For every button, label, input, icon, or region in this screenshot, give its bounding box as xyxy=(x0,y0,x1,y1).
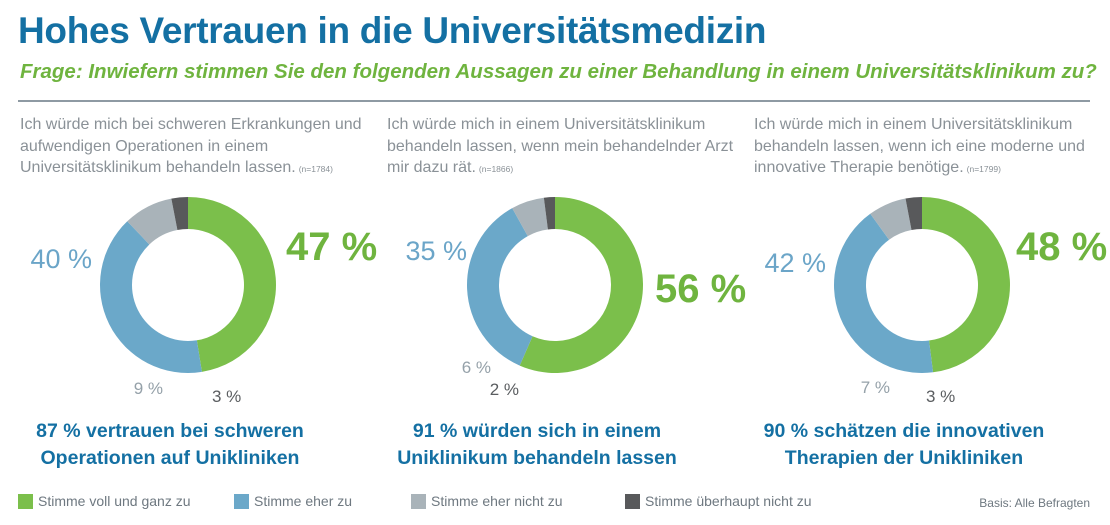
label-voll: 56 % xyxy=(655,267,746,311)
summary-text: 90 % schätzen die innovativen Therapien … xyxy=(763,420,1045,469)
sample-size: (n=1784) xyxy=(298,164,333,174)
label-voll: 47 % xyxy=(286,225,377,269)
header-divider xyxy=(18,100,1090,102)
sample-size: (n=1799) xyxy=(966,164,1001,174)
statement-text: Ich würde mich in einem Universitätsklin… xyxy=(754,116,1085,176)
segment-eher xyxy=(834,213,934,373)
label-ueberhaupt-nicht: 2 % xyxy=(490,380,519,399)
segment-eher-nicht xyxy=(870,198,912,240)
label-eher: 40 % xyxy=(30,244,92,274)
segment-voll xyxy=(188,197,277,372)
label-eher-nicht: 7 % xyxy=(861,378,890,397)
segment-eher-nicht xyxy=(512,197,548,237)
legend-label: Stimme voll und ganz zu xyxy=(38,493,191,509)
segment-voll xyxy=(519,197,643,373)
legend-label: Stimme überhaupt nicht zu xyxy=(645,493,812,509)
page-title: Hohes Vertrauen in die Universitätsmediz… xyxy=(18,10,767,51)
donut-svg: 56 % 35 % 6 % 2 % xyxy=(405,197,746,399)
donut-chart-1: Ich würde mich bei schweren Erkrankungen… xyxy=(20,110,380,480)
label-eher: 42 % xyxy=(764,248,826,278)
legend: Stimme voll und ganz zu Stimme eher zu S… xyxy=(18,493,1090,511)
label-eher-nicht: 9 % xyxy=(134,379,163,398)
segment-ueberhaupt-nicht xyxy=(905,197,922,230)
summary-text: 91 % würden sich in einem Uniklinikum be… xyxy=(397,420,677,469)
legend-label: Stimme eher nicht zu xyxy=(431,493,563,509)
label-voll: 48 % xyxy=(1016,225,1107,269)
statement-text: Ich würde mich bei schweren Erkrankungen… xyxy=(20,116,362,176)
legend-swatch xyxy=(411,494,426,509)
donut-chart-3: Ich würde mich in einem Universitätsklin… xyxy=(754,110,1110,480)
legend-swatch xyxy=(234,494,249,509)
segment-voll xyxy=(922,197,1010,373)
segment-ueberhaupt-nicht xyxy=(543,197,555,230)
segment-eher xyxy=(467,208,533,366)
legend-swatch xyxy=(18,494,33,509)
label-eher-nicht: 6 % xyxy=(462,358,491,377)
segment-ueberhaupt-nicht xyxy=(171,197,188,231)
donut-svg: 47 % 40 % 9 % 3 % xyxy=(30,197,377,406)
donut-chart-2: Ich würde mich in einem Universitätsklin… xyxy=(387,110,747,480)
statement-text: Ich würde mich in einem Universitätsklin… xyxy=(387,116,734,176)
label-ueberhaupt-nicht: 3 % xyxy=(212,387,241,406)
label-eher: 35 % xyxy=(405,236,467,266)
legend-swatch xyxy=(625,494,640,509)
sample-size: (n=1866) xyxy=(478,164,514,174)
legend-label: Stimme eher zu xyxy=(254,493,353,509)
page-subtitle: Frage: Inwiefern stimmen Sie den folgend… xyxy=(20,60,1097,83)
donut-svg: 48 % 42 % 7 % 3 % xyxy=(764,197,1107,406)
summary-text: 87 % vertrauen bei schweren Operationen … xyxy=(36,420,304,469)
segment-eher xyxy=(99,221,202,374)
basis-note: Basis: Alle Befragten xyxy=(979,496,1090,510)
segment-eher-nicht xyxy=(127,198,178,245)
label-ueberhaupt-nicht: 3 % xyxy=(926,387,955,406)
